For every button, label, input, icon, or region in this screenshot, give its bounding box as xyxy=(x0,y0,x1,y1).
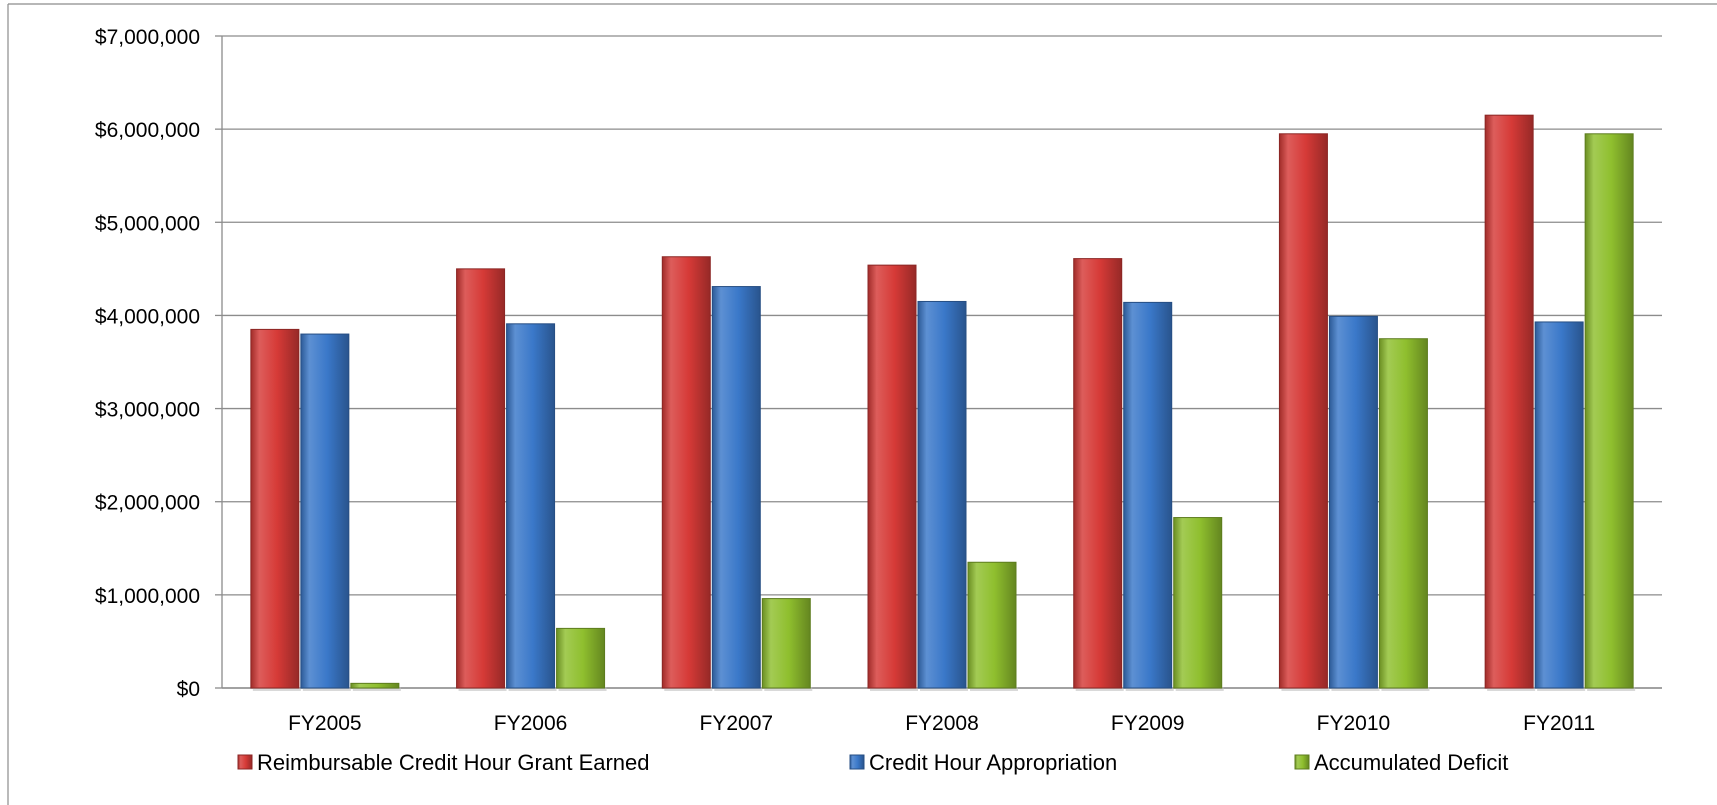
bar-fy2011-series-1 xyxy=(1484,114,1534,689)
bar-fy2010-series-3 xyxy=(1378,338,1428,689)
y-tick-label: $2,000,000 xyxy=(95,492,200,515)
x-tick-label: FY2008 xyxy=(905,712,979,735)
legend-label: Reimbursable Credit Hour Grant Earned xyxy=(257,750,650,775)
bar-shadow xyxy=(1281,687,1330,691)
x-tick-label: FY2009 xyxy=(1111,712,1185,735)
bar-fy2011-series-3 xyxy=(1584,133,1634,689)
bar-fy2005-series-3 xyxy=(350,682,400,689)
y-tick-label: $1,000,000 xyxy=(95,585,200,608)
x-tick-label: FY2006 xyxy=(494,712,568,735)
x-tick-label: FY2010 xyxy=(1317,712,1391,735)
bar-shadow xyxy=(714,687,763,691)
bar-fy2009-series-3 xyxy=(1173,517,1223,689)
legend-swatch xyxy=(849,754,865,770)
bar-shadow xyxy=(1537,687,1586,691)
y-tick-label: $6,000,000 xyxy=(95,119,200,142)
bars xyxy=(250,114,1636,691)
bar-shadow xyxy=(1331,687,1380,691)
y-tick-label: $5,000,000 xyxy=(95,212,200,235)
legend-swatch xyxy=(1294,754,1310,770)
bar-fy2006-series-1 xyxy=(456,268,506,689)
bar-fy2010-series-1 xyxy=(1278,133,1328,689)
bar-shadow xyxy=(1381,687,1430,691)
bar-shadow xyxy=(920,687,968,691)
bar-shadow xyxy=(1487,687,1536,691)
y-tick-label: $4,000,000 xyxy=(95,305,200,328)
bar-shadow xyxy=(508,687,557,691)
bar-shadow xyxy=(558,687,607,691)
y-tick-label: $0 xyxy=(177,678,200,701)
legend: Reimbursable Credit Hour Grant Earned Cre… xyxy=(237,750,1508,775)
bar-fy2008-series-3 xyxy=(967,561,1017,689)
y-tick-label: $7,000,000 xyxy=(95,26,200,49)
bar-fy2008-series-2 xyxy=(917,300,967,689)
bar-fy2011-series-2 xyxy=(1534,321,1584,689)
bar-shadow xyxy=(352,687,401,691)
bar-shadow xyxy=(870,687,918,691)
y-axis-ticks: $0 $1,000,000 $2,000,000 $3,000,000 $4,000,0… xyxy=(95,26,200,701)
bar-shadow xyxy=(252,687,301,691)
bar-shadow xyxy=(764,687,813,691)
x-tick-label: FY2005 xyxy=(288,712,362,735)
bar-shadow xyxy=(302,687,351,691)
bar-shadow xyxy=(1075,687,1124,691)
x-tick-label: FY2007 xyxy=(700,712,774,735)
bar-shadow xyxy=(1587,687,1636,691)
legend-label: Accumulated Deficit xyxy=(1314,750,1508,775)
bar-fy2005-series-2 xyxy=(300,333,350,689)
bar-fy2007-series-2 xyxy=(711,286,761,689)
bar-fy2010-series-2 xyxy=(1328,315,1378,689)
y-tick-label: $3,000,000 xyxy=(95,399,200,422)
bar-shadow xyxy=(1125,687,1174,691)
bar-fy2005-series-1 xyxy=(250,328,300,689)
legend-label: Credit Hour Appropriation xyxy=(869,750,1117,775)
bar-shadow xyxy=(664,687,713,691)
bar-shadow xyxy=(970,687,1018,691)
bar-fy2007-series-3 xyxy=(761,598,811,689)
bar-fy2006-series-3 xyxy=(556,627,606,689)
bar-fy2009-series-1 xyxy=(1073,258,1123,689)
bar-fy2007-series-1 xyxy=(661,256,711,689)
bar-fy2006-series-2 xyxy=(506,323,556,689)
bar-shadow xyxy=(458,687,507,691)
bar-fy2008-series-1 xyxy=(867,264,917,689)
x-axis-ticks: FY2005 FY2006 FY2007 FY2008 FY2009 FY2010 FY20… xyxy=(288,712,1595,735)
legend-swatch xyxy=(237,754,253,770)
x-tick-label: FY2011 xyxy=(1523,712,1595,735)
bar-shadow xyxy=(1175,687,1224,691)
bar-fy2009-series-2 xyxy=(1123,301,1173,689)
